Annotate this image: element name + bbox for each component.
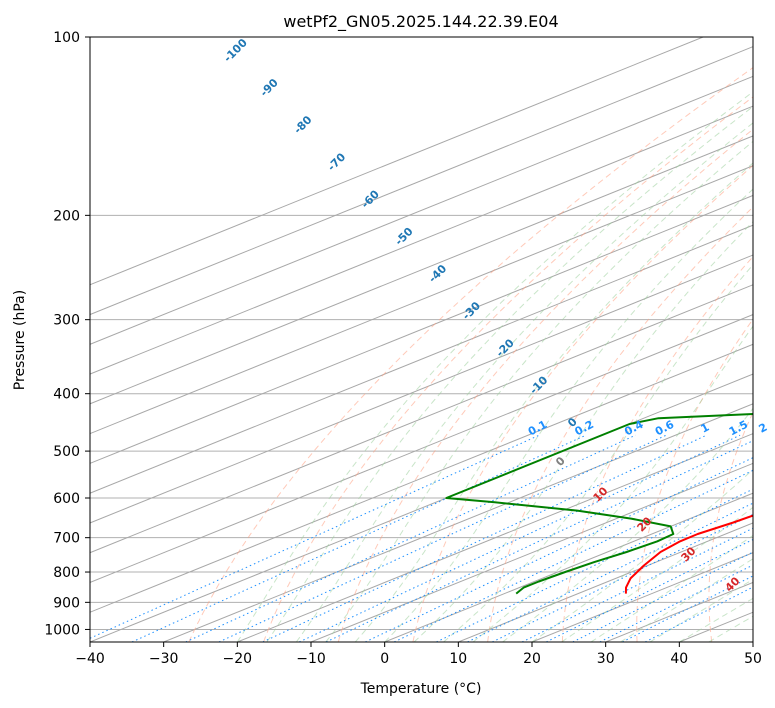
y-tick-label: 200 <box>53 208 80 224</box>
isotherm-line <box>163 403 753 642</box>
moist-adiabat-line <box>354 162 753 642</box>
mixing-ratio-line <box>572 551 753 642</box>
mixing-ratio-line <box>325 440 753 642</box>
background-reference-lines <box>90 37 753 642</box>
dry-adiabat-line <box>263 96 753 642</box>
moist-adiabat-line <box>649 578 753 642</box>
isotherm-line <box>90 313 753 583</box>
isotherm-line <box>384 492 753 642</box>
y-tick-label: 900 <box>53 595 80 611</box>
isotherm-line <box>90 75 753 345</box>
isotherm-line <box>90 165 753 435</box>
moist-adiabat-line <box>561 506 753 642</box>
y-tick-label: 600 <box>53 491 80 507</box>
mixing-ratio-line <box>262 434 707 642</box>
x-axis-label: Temperature (°C) <box>360 681 482 697</box>
mixing-ratio-line <box>131 434 587 642</box>
plot-frame <box>89 36 754 643</box>
x-axis-ticks: −40 −30 −20 −10 0 10 20 30 40 50 <box>75 642 762 667</box>
x-tick-label: −40 <box>75 651 105 667</box>
moist-adiabat-line <box>443 264 753 642</box>
isotherm-line <box>458 522 753 642</box>
y-axis-label: Pressure (hPa) <box>12 290 28 390</box>
dry-adiabat-line <box>487 206 753 642</box>
chart-title: wetPf2_GN05.2025.144.22.39.E04 <box>283 12 558 32</box>
moist-adiabat-line <box>266 105 753 642</box>
y-axis-ticks: 100 200 300 400 500 600 700 800 900 1000 <box>44 30 90 638</box>
isotherm-line <box>90 224 753 494</box>
mixing-ratio-line <box>218 434 667 642</box>
y-tick-label: 300 <box>53 313 80 329</box>
dry-adiabat-line <box>561 255 753 642</box>
isotherm-line <box>90 373 753 642</box>
y-tick-label: 800 <box>53 565 80 581</box>
mixing-ratio-line <box>365 457 753 642</box>
plot-area <box>90 37 753 642</box>
x-tick-label: 20 <box>523 651 541 667</box>
x-tick-label: 40 <box>670 651 688 667</box>
x-tick-label: −10 <box>296 651 326 667</box>
mixing-ratio-line <box>644 586 753 642</box>
dry-adiabat-line <box>188 67 753 642</box>
x-tick-label: 30 <box>597 651 615 667</box>
y-tick-label: 400 <box>53 387 80 403</box>
dry-adiabat-line <box>412 164 753 642</box>
isotherm-line <box>310 462 753 642</box>
x-tick-label: 50 <box>744 651 762 667</box>
x-tick-label: 0 <box>380 651 389 667</box>
x-tick-label: −20 <box>223 651 253 667</box>
mixing-ratio-line <box>185 434 636 642</box>
profile-series <box>445 412 753 595</box>
isotherm-line <box>90 135 753 405</box>
mixing-ratio-line <box>599 564 753 642</box>
y-tick-label: 500 <box>53 444 80 460</box>
y-tick-label: 100 <box>53 30 80 46</box>
y-tick-label: 700 <box>53 531 80 547</box>
dry-adiabat-line <box>636 318 753 642</box>
moist-adiabat-line <box>236 91 753 642</box>
moist-adiabat-line <box>325 140 753 642</box>
mixing-ratio-line <box>622 575 753 642</box>
mixing-ratio-line <box>467 502 753 642</box>
moist-adiabat-line <box>295 122 753 642</box>
isotherm-line <box>237 433 753 642</box>
isotherm-line <box>90 343 753 613</box>
moist-adiabat-line <box>531 468 753 642</box>
x-tick-label: −30 <box>149 651 179 667</box>
isotherm-line <box>90 194 753 464</box>
dry-adiabat-line <box>708 411 753 642</box>
moist-adiabat-line <box>502 407 753 642</box>
moist-adiabat-line <box>413 220 753 642</box>
isotherm-line <box>90 46 753 316</box>
x-tick-label: 10 <box>449 651 467 667</box>
moist-adiabat-line <box>384 188 753 642</box>
moist-adiabat-line <box>472 325 753 642</box>
dewpoint-profile-line <box>445 412 753 595</box>
isotherm-line <box>90 284 753 554</box>
isotherm-line <box>90 105 753 375</box>
isotherm-line <box>90 37 704 286</box>
temperature-profile-line <box>624 514 753 594</box>
y-tick-label: 1000 <box>44 622 80 638</box>
moist-adiabat-line <box>679 597 753 642</box>
